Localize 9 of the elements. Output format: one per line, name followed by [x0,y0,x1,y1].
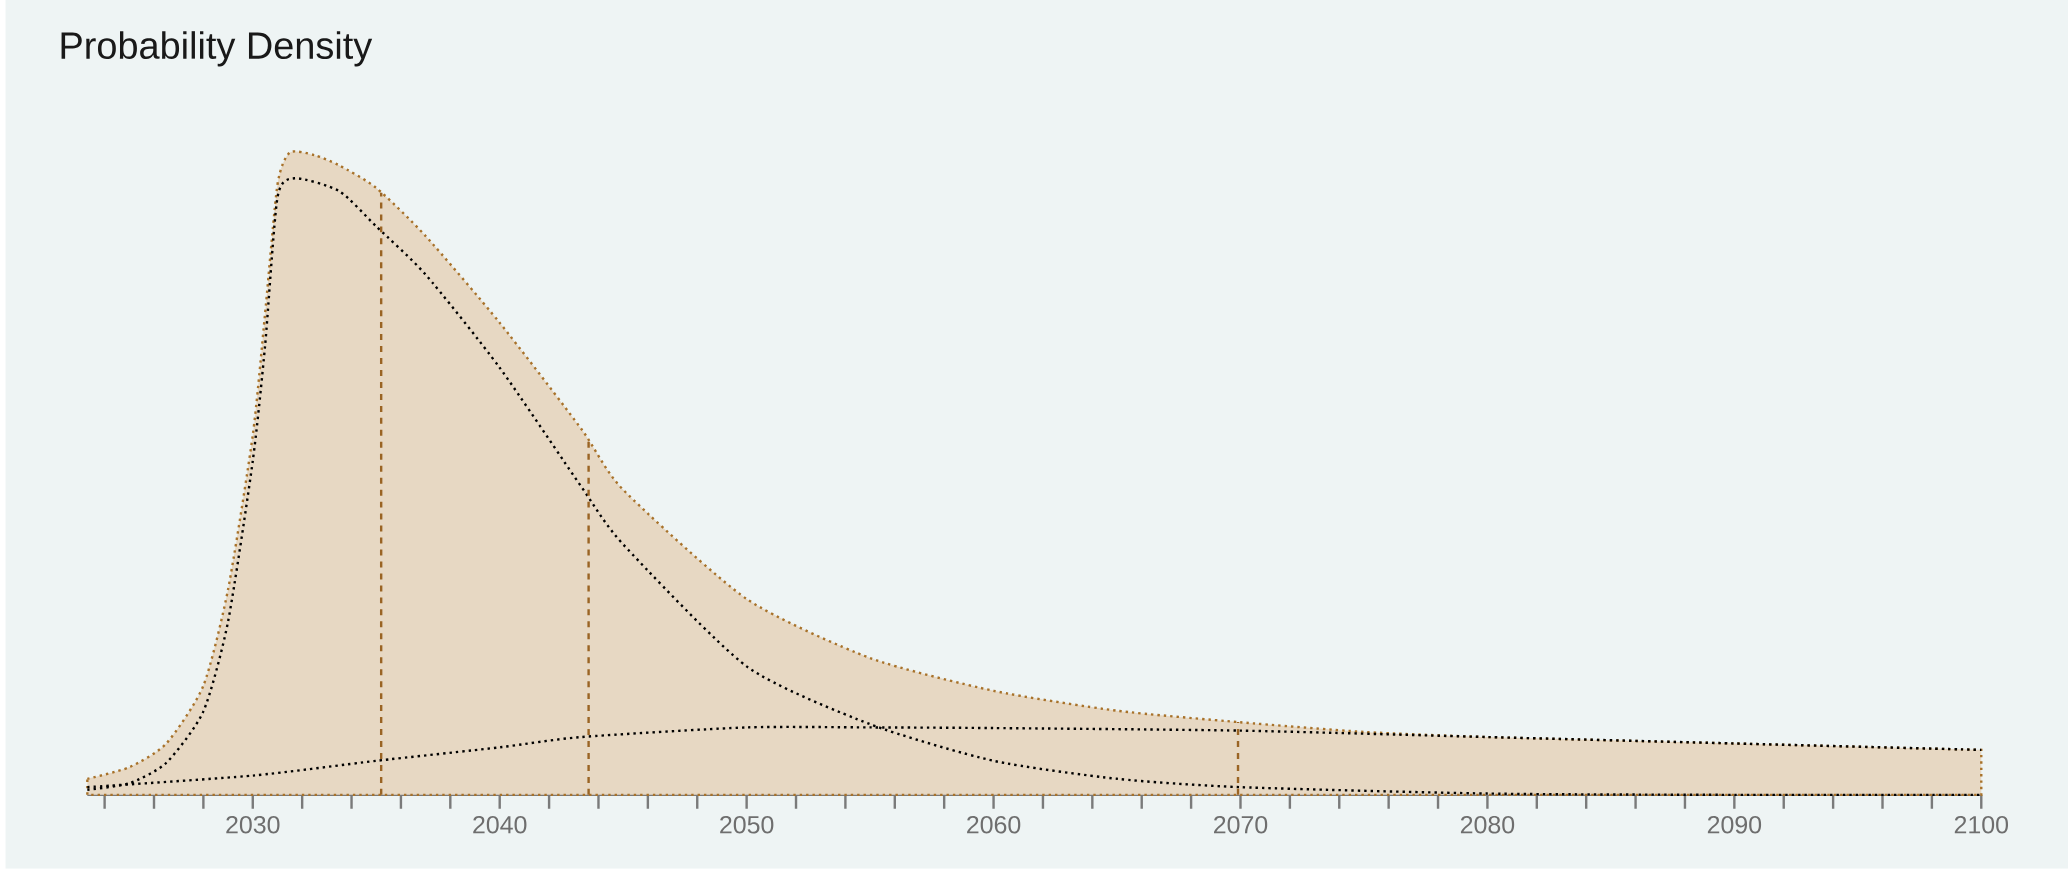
x-tick-label: 2070 [1214,816,1268,834]
chart-title: Probability Density [61,31,373,67]
x-tick-label: 2030 [226,816,280,834]
x-tick-label: 2090 [1707,816,1762,834]
x-tick-label: 2100 [1954,816,2009,834]
x-tick-label: 2060 [967,816,1021,834]
x-tick-label: 2040 [473,816,527,834]
x-tick-label: 2080 [1460,816,1515,834]
x-tick-label: 2050 [720,816,774,834]
